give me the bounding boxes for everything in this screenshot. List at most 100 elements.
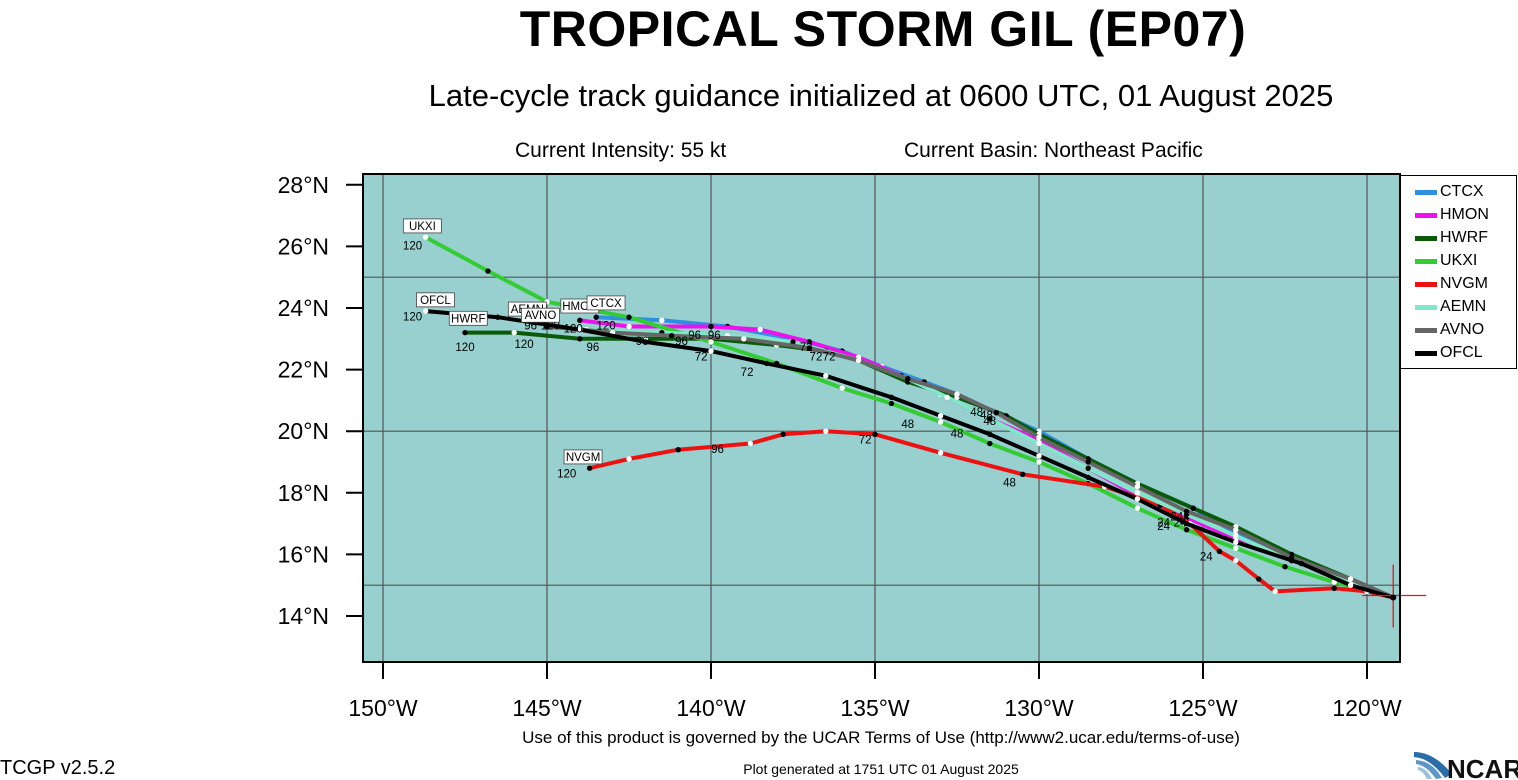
model-box-avno [521,307,560,323]
track-point-ofcl [1183,520,1190,527]
forecast-hour-label: 120 [455,342,474,354]
track-point-hmon [757,326,763,333]
track-point-avno [954,391,960,397]
track-point-ctcx [593,314,599,320]
model-box-ofcl [416,292,455,308]
forecast-hour-label: 72 [810,351,823,363]
x-axis-tick-label: 140°W [676,695,746,721]
track-point-ofcl [1085,474,1091,481]
chart-subtitle: Late-cycle track guidance initialized at… [428,78,1334,113]
y-axis-tick-label: 22°N [278,357,329,383]
model-box-label: CTCX [590,298,622,310]
track-point-hwrf [511,329,517,336]
forecast-hour-label: 48 [951,428,964,440]
legend-label: NVGM [1440,275,1488,292]
legend-swatch [1415,189,1437,195]
ncar-logo: NCAR [1414,752,1518,780]
forecast-hour-label: 96 [711,444,724,456]
version-label: TCGP v2.5.2 [0,757,116,779]
legend-label: HMON [1440,206,1489,223]
track-point-hwrf [462,329,468,336]
forecast-hour-label: 96 [587,342,600,354]
forecast-hour-label: 48 [980,410,993,422]
track-point-aemn [1036,440,1042,447]
x-axis-tick-label: 130°W [1004,695,1074,721]
plot-frame [362,173,1401,663]
x-axis-tick-label: 125°W [1168,695,1238,721]
track-point-ofcl [1036,453,1042,459]
track-point-ukxi [485,268,491,274]
track-point-avno [668,333,675,339]
ncar-logo-mark [1414,752,1452,779]
track-point-nvgm [586,465,593,471]
forecast-hour-label: 48 [1003,478,1016,490]
track-point-nvgm [1019,471,1026,478]
forecast-hour-label: 48 [983,416,996,428]
track-point-ofcl [937,413,944,419]
legend-item-nvgm: NVGM [1415,275,1488,293]
legend-item-hmon: HMON [1415,206,1489,224]
chart-title: TROPICAL STORM GIL (EP07) [519,1,1247,57]
track-point-hmon [626,323,632,330]
track-point-ukxi [422,234,429,240]
track-point-nvgm [747,440,754,447]
track-point-hwrf [1190,505,1196,511]
track-point-avno [1183,508,1190,514]
track-point-nvgm [1331,585,1337,591]
forecast-hour-label: 96 [708,330,721,342]
track-point-ukxi [937,419,944,425]
legend-swatch [1415,212,1437,218]
forecast-hour-label: 120 [541,321,560,333]
track-point-avno [1233,527,1239,533]
legend: CTCX HMON HWRF UKXI NVGM AEMN AVNO OFCL [1400,175,1517,369]
forecast-hour-label: 96 [675,336,688,348]
track-point-nvgm [937,450,944,456]
legend-item-aemn: AEMN [1415,298,1486,316]
track-point-avno [741,336,747,342]
x-axis-tick-label: 135°W [840,695,910,721]
model-box-hwrf [448,310,488,326]
y-axis-tick-label: 20°N [278,418,329,444]
model-box-ukxi [402,218,442,234]
ocean-background [363,174,1400,662]
forecast-hour-label: 96 [688,330,701,342]
forecast-hour-label: 96 [636,336,649,348]
y-axis-tick-label: 18°N [278,480,329,506]
track-point-hmon [577,317,583,324]
forecast-hour-label: 72 [695,351,708,363]
legend-label: CTCX [1440,183,1484,200]
track-point-ukxi [888,400,895,407]
track-line-ofcl [423,309,1396,600]
track-point-nvgm [1216,548,1223,555]
forecast-hour-label: 48 [970,407,983,419]
model-box-label: NVGM [566,452,601,464]
track-point-nvgm [1256,576,1262,582]
track-point-ofcl [764,360,770,367]
forecast-hour-label: 120 [557,468,576,480]
y-axis-tick-label: 28°N [278,172,329,198]
legend-item-ofcl: OFCL [1415,344,1483,362]
forecast-hour-label: 24 [1170,512,1183,524]
legend-label: OFCL [1440,344,1483,361]
forecast-hour-label: 48 [901,419,914,431]
track-point-ofcl [1347,582,1354,588]
track-point-aemn [944,394,950,401]
forecast-hour-label: 72 [823,351,836,363]
track-point-ofcl [1134,496,1141,502]
track-point-ofcl [1298,560,1305,567]
track-point-ofcl [577,326,583,333]
track-point-avno [1134,483,1141,490]
forecast-hour-label: 72 [741,367,754,379]
track-point-nvgm [1272,588,1278,595]
model-box-label: AVNO [525,310,557,322]
current-basin: Current Basin: Northeast Pacific [904,139,1203,162]
track-point-avno [905,376,911,382]
track-point-nvgm [1233,557,1239,564]
forecast-hour-label: 24 [1174,518,1187,530]
track-point-avno [855,357,862,364]
model-box-nvgm [563,449,603,465]
track-point-nvgm [823,428,829,434]
legend-label: AEMN [1440,298,1487,315]
track-point-nvgm [675,446,681,453]
legend-swatch [1415,281,1437,287]
